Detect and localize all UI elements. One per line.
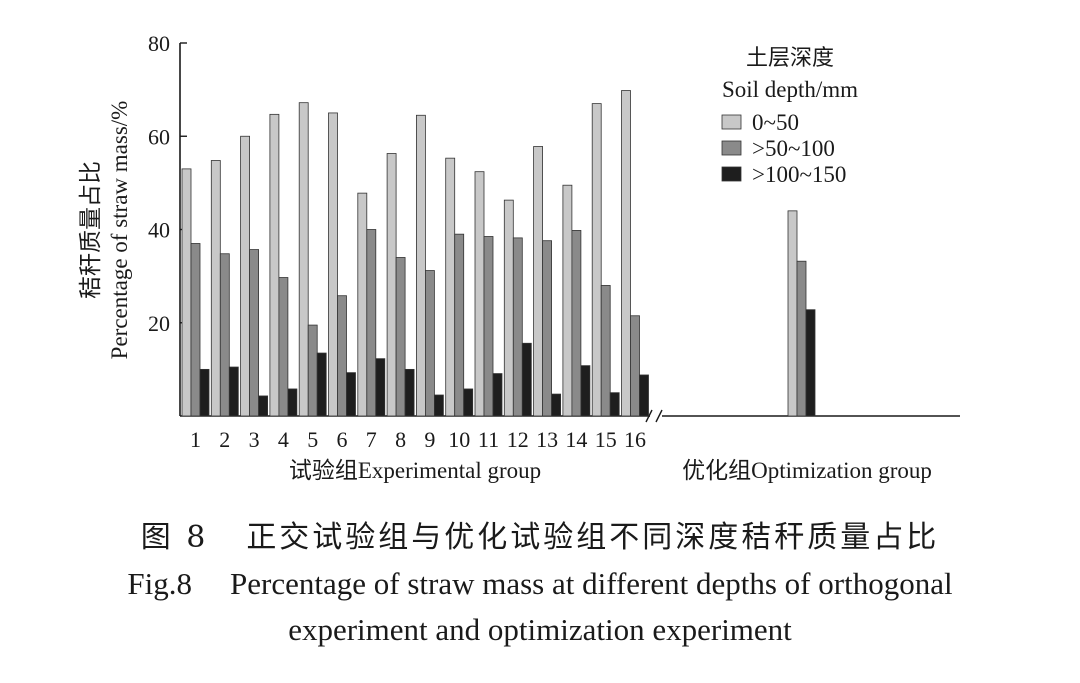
y-axis-title-cn: 秸秆质量占比	[78, 161, 104, 299]
x-tick-label: 11	[478, 427, 499, 452]
x-tick-label: 13	[536, 427, 558, 452]
bar-exp-4-series-3	[287, 388, 298, 417]
x-tick-label: 10	[448, 427, 470, 452]
bars	[181, 90, 816, 417]
bar-exp-4-series-2	[278, 277, 289, 417]
bar-exp-8-series-3	[404, 368, 415, 417]
bar-exp-8-series-1	[386, 153, 397, 417]
x-tick-label: 4	[278, 427, 289, 452]
bar-exp-3-series-2	[249, 249, 260, 417]
bar-exp-7-series-3	[375, 358, 386, 417]
x-tick-label: 7	[366, 427, 377, 452]
bar-exp-14-series-3	[580, 365, 591, 417]
legend-swatch-series-1	[721, 114, 742, 130]
x-tick-label: 3	[249, 427, 260, 452]
legend-swatch-series-2	[721, 140, 742, 156]
x-tick-label: 15	[595, 427, 617, 452]
caption-en-title-line1: Percentage of straw mass at different de…	[230, 566, 953, 601]
x-tick-label: 12	[507, 427, 529, 452]
bar-exp-6-series-3	[346, 372, 356, 417]
bar-exp-13-series-1	[533, 146, 543, 417]
legend-title-cn: 土层深度	[746, 46, 834, 71]
caption-en-fig-number: Fig.8	[127, 566, 193, 601]
bar-exp-15-series-1	[591, 103, 602, 417]
group-label-optimization: 优化组Optimization group	[682, 458, 932, 483]
bar-exp-6-series-1	[328, 112, 338, 417]
y-tick-label: 60	[148, 124, 170, 149]
labels: 20 40 60 80 秸秆质量占比 Percentage of straw mass/%…	[78, 31, 932, 483]
x-tick-label: 8	[395, 427, 406, 452]
bar-exp-7-series-1	[357, 192, 368, 417]
bar-exp-9-series-2	[424, 270, 435, 417]
bar-exp-16-series-1	[621, 90, 631, 417]
bar-exp-1-series-2	[190, 243, 201, 417]
caption-en-title-line2: experiment and optimization experiment	[288, 612, 792, 647]
legend-title-en: Soil depth/mm	[722, 77, 858, 102]
bar-exp-11-series-1	[474, 171, 485, 417]
bar-exp-14-series-1	[562, 184, 573, 417]
legend-label-series-3: >100~150	[752, 162, 846, 187]
bar-optimization-series-2	[796, 260, 807, 417]
axis-break-mark	[645, 409, 653, 423]
bar-exp-13-series-2	[542, 240, 552, 417]
y-axis-title-en: Percentage of straw mass/%	[107, 101, 132, 360]
caption-en-line2: experiment and optimization experiment	[0, 612, 1080, 648]
bar-exp-12-series-1	[503, 199, 514, 417]
bar-exp-13-series-3	[551, 393, 561, 417]
bar-exp-8-series-2	[395, 257, 406, 417]
y-tick-label: 80	[148, 31, 170, 56]
bar-exp-15-series-3	[609, 392, 620, 417]
bar-exp-10-series-2	[454, 233, 465, 417]
legend-swatch-series-3	[721, 166, 742, 182]
bar-exp-3-series-3	[258, 395, 269, 417]
x-tick-label: 1	[190, 427, 201, 452]
bar-exp-4-series-1	[269, 113, 280, 417]
axis-break-mark	[655, 409, 663, 423]
bar-exp-12-series-3	[521, 342, 532, 417]
x-tick-label: 5	[307, 427, 318, 452]
bar-exp-9-series-3	[433, 394, 444, 417]
legend: 土层深度 Soil depth/mm 0~50>50~100>100~150	[721, 46, 858, 187]
bar-exp-6-series-2	[337, 295, 347, 417]
bar-exp-1-series-3	[199, 368, 210, 417]
bar-exp-16-series-3	[639, 374, 649, 417]
caption-cn: 图 8 正交试验组与优化试验组不同深度秸秆质量占比	[0, 512, 1080, 556]
legend-label-series-1: 0~50	[752, 110, 799, 135]
y-tick-label: 20	[148, 311, 170, 336]
bar-exp-2-series-3	[228, 366, 239, 417]
bar-exp-1-series-1	[181, 168, 192, 417]
y-tick-label: 40	[148, 218, 170, 243]
bar-exp-16-series-2	[630, 315, 640, 417]
bar-exp-12-series-2	[512, 237, 523, 417]
bar-exp-3-series-1	[240, 135, 251, 417]
group-label-experimental: 试验组Experimental group	[289, 458, 541, 483]
caption-cn-fig-number: 图 8	[140, 520, 209, 555]
bar-optimization-series-3	[805, 309, 816, 417]
bar-exp-15-series-2	[600, 285, 611, 417]
bar-optimization-series-1	[787, 210, 798, 417]
legend-label-series-2: >50~100	[752, 136, 835, 161]
bar-exp-7-series-2	[366, 229, 377, 417]
x-tick-label: 2	[219, 427, 230, 452]
x-tick-label: 9	[424, 427, 435, 452]
bar-exp-10-series-1	[445, 157, 456, 417]
bar-exp-10-series-3	[463, 388, 474, 417]
bar-exp-5-series-1	[298, 102, 309, 417]
bar-exp-11-series-3	[492, 373, 503, 417]
bar-exp-2-series-2	[219, 253, 230, 417]
bar-exp-14-series-2	[571, 230, 582, 417]
x-tick-label: 14	[565, 427, 587, 452]
bar-exp-5-series-3	[316, 352, 327, 417]
x-tick-label: 6	[337, 427, 348, 452]
bar-exp-5-series-2	[307, 324, 318, 417]
x-tick-label: 16	[624, 427, 646, 452]
bar-exp-11-series-2	[483, 236, 494, 417]
bar-exp-2-series-1	[210, 160, 221, 417]
caption-en-line1: Fig.8 Percentage of straw mass at differe…	[0, 566, 1080, 602]
caption-cn-title: 正交试验组与优化试验组不同深度秸秆质量占比	[246, 520, 940, 555]
bar-exp-9-series-1	[415, 114, 426, 417]
